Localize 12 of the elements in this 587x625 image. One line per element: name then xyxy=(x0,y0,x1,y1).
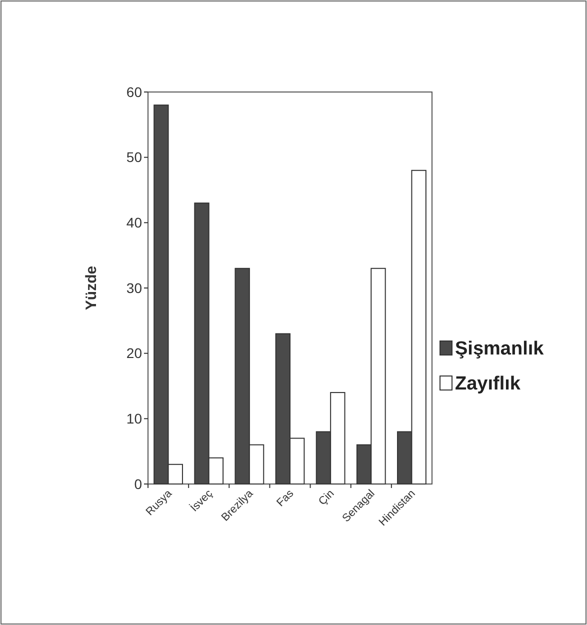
y-tick-label: 60 xyxy=(126,84,142,100)
y-tick-label: 10 xyxy=(126,410,142,427)
legend-label: Zayıflık xyxy=(455,374,521,395)
y-tick-label: 0 xyxy=(134,476,142,492)
y-tick-label: 50 xyxy=(126,149,142,166)
y-tick-label: 30 xyxy=(126,280,142,296)
x-tick-label: Çin xyxy=(316,488,337,508)
legend-label: Şişmanlık xyxy=(455,338,544,360)
y-tick-label: 20 xyxy=(126,345,142,362)
y-tick-label: 40 xyxy=(126,214,142,231)
y-axis-title: Yüzde xyxy=(83,266,100,310)
x-tick-label: Fas xyxy=(274,487,296,510)
